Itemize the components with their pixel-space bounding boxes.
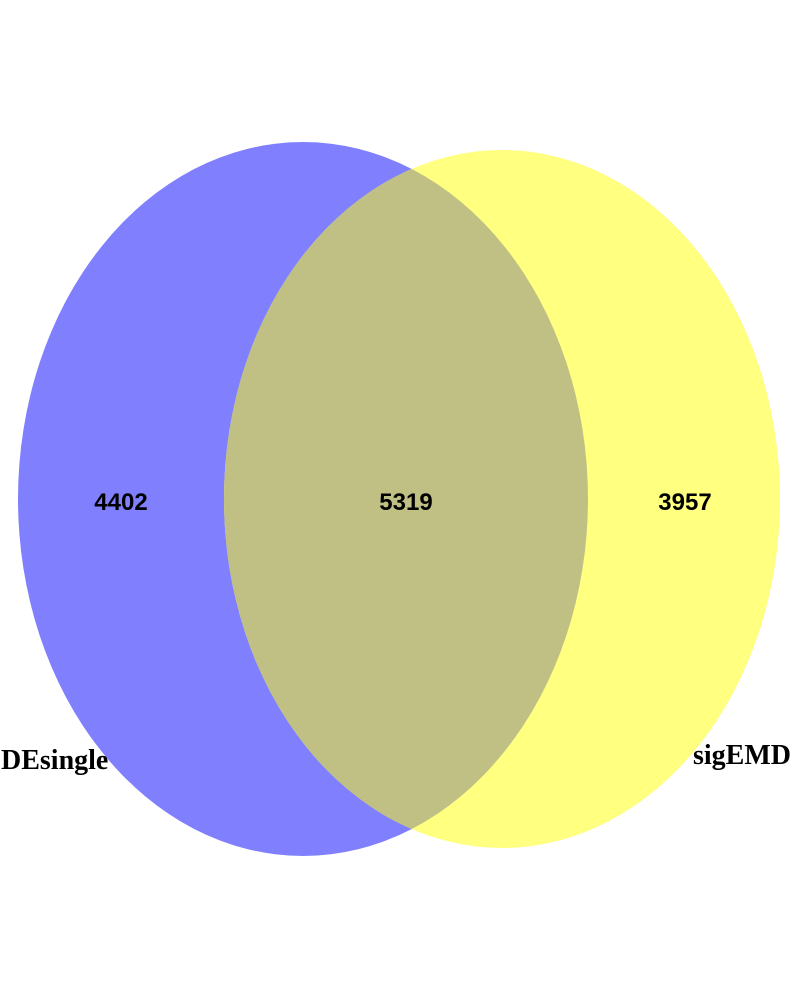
set-label-sigemd: sigEMD <box>693 740 791 771</box>
count-sigemd-only: 3957 <box>658 489 711 516</box>
count-desingle-only: 4402 <box>94 489 147 516</box>
intersection-region <box>224 150 588 848</box>
set-label-desingle: DEsingle <box>1 745 108 776</box>
count-intersection: 5319 <box>379 489 432 516</box>
